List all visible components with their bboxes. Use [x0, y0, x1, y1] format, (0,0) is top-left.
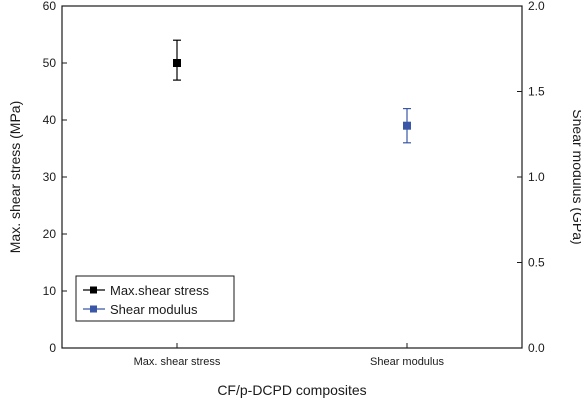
x-axis: Max. shear stress Shear modulus: [134, 343, 444, 368]
right-y-tick-label: 2.0: [528, 0, 545, 13]
left-y-tick-label: 10: [43, 284, 57, 298]
left-y-axis-title: Max. shear stress (MPa): [7, 101, 23, 253]
legend-box: [75, 275, 235, 322]
legend-label: Shear modulus: [110, 302, 198, 317]
left-y-tick-label: 0: [49, 341, 56, 355]
data-marks: [173, 39, 411, 144]
legend-label: Max.shear stress: [110, 283, 209, 298]
right-y-axis: 0.0 0.5 1.0 1.5 2.0: [517, 0, 545, 355]
legend-marker: [90, 305, 97, 313]
x-tick-label: Shear modulus: [370, 356, 444, 368]
left-y-tick-label: 40: [43, 113, 57, 127]
right-y-tick-label: 1.0: [528, 170, 545, 184]
right-y-tick-label: 1.5: [528, 85, 545, 99]
right-y-tick-label: 0.0: [528, 341, 545, 355]
left-y-axis: 0 10 20 30 40 50 60: [43, 0, 67, 355]
right-y-axis-title: Shear modulus (GPa): [570, 109, 581, 244]
data-point: [403, 121, 411, 130]
legend: Max.shear stress Shear modulus: [75, 275, 235, 322]
x-tick-label: Max. shear stress: [134, 356, 221, 368]
left-y-tick-label: 60: [43, 0, 57, 13]
right-y-tick-label: 0.5: [528, 256, 545, 270]
left-y-tick-label: 20: [43, 227, 57, 241]
data-point: [173, 59, 181, 67]
legend-marker: [90, 286, 97, 294]
left-y-tick-label: 30: [43, 170, 57, 184]
left-y-tick-label: 50: [43, 56, 57, 70]
x-axis-title: CF/p-DCPD composites: [217, 382, 366, 398]
